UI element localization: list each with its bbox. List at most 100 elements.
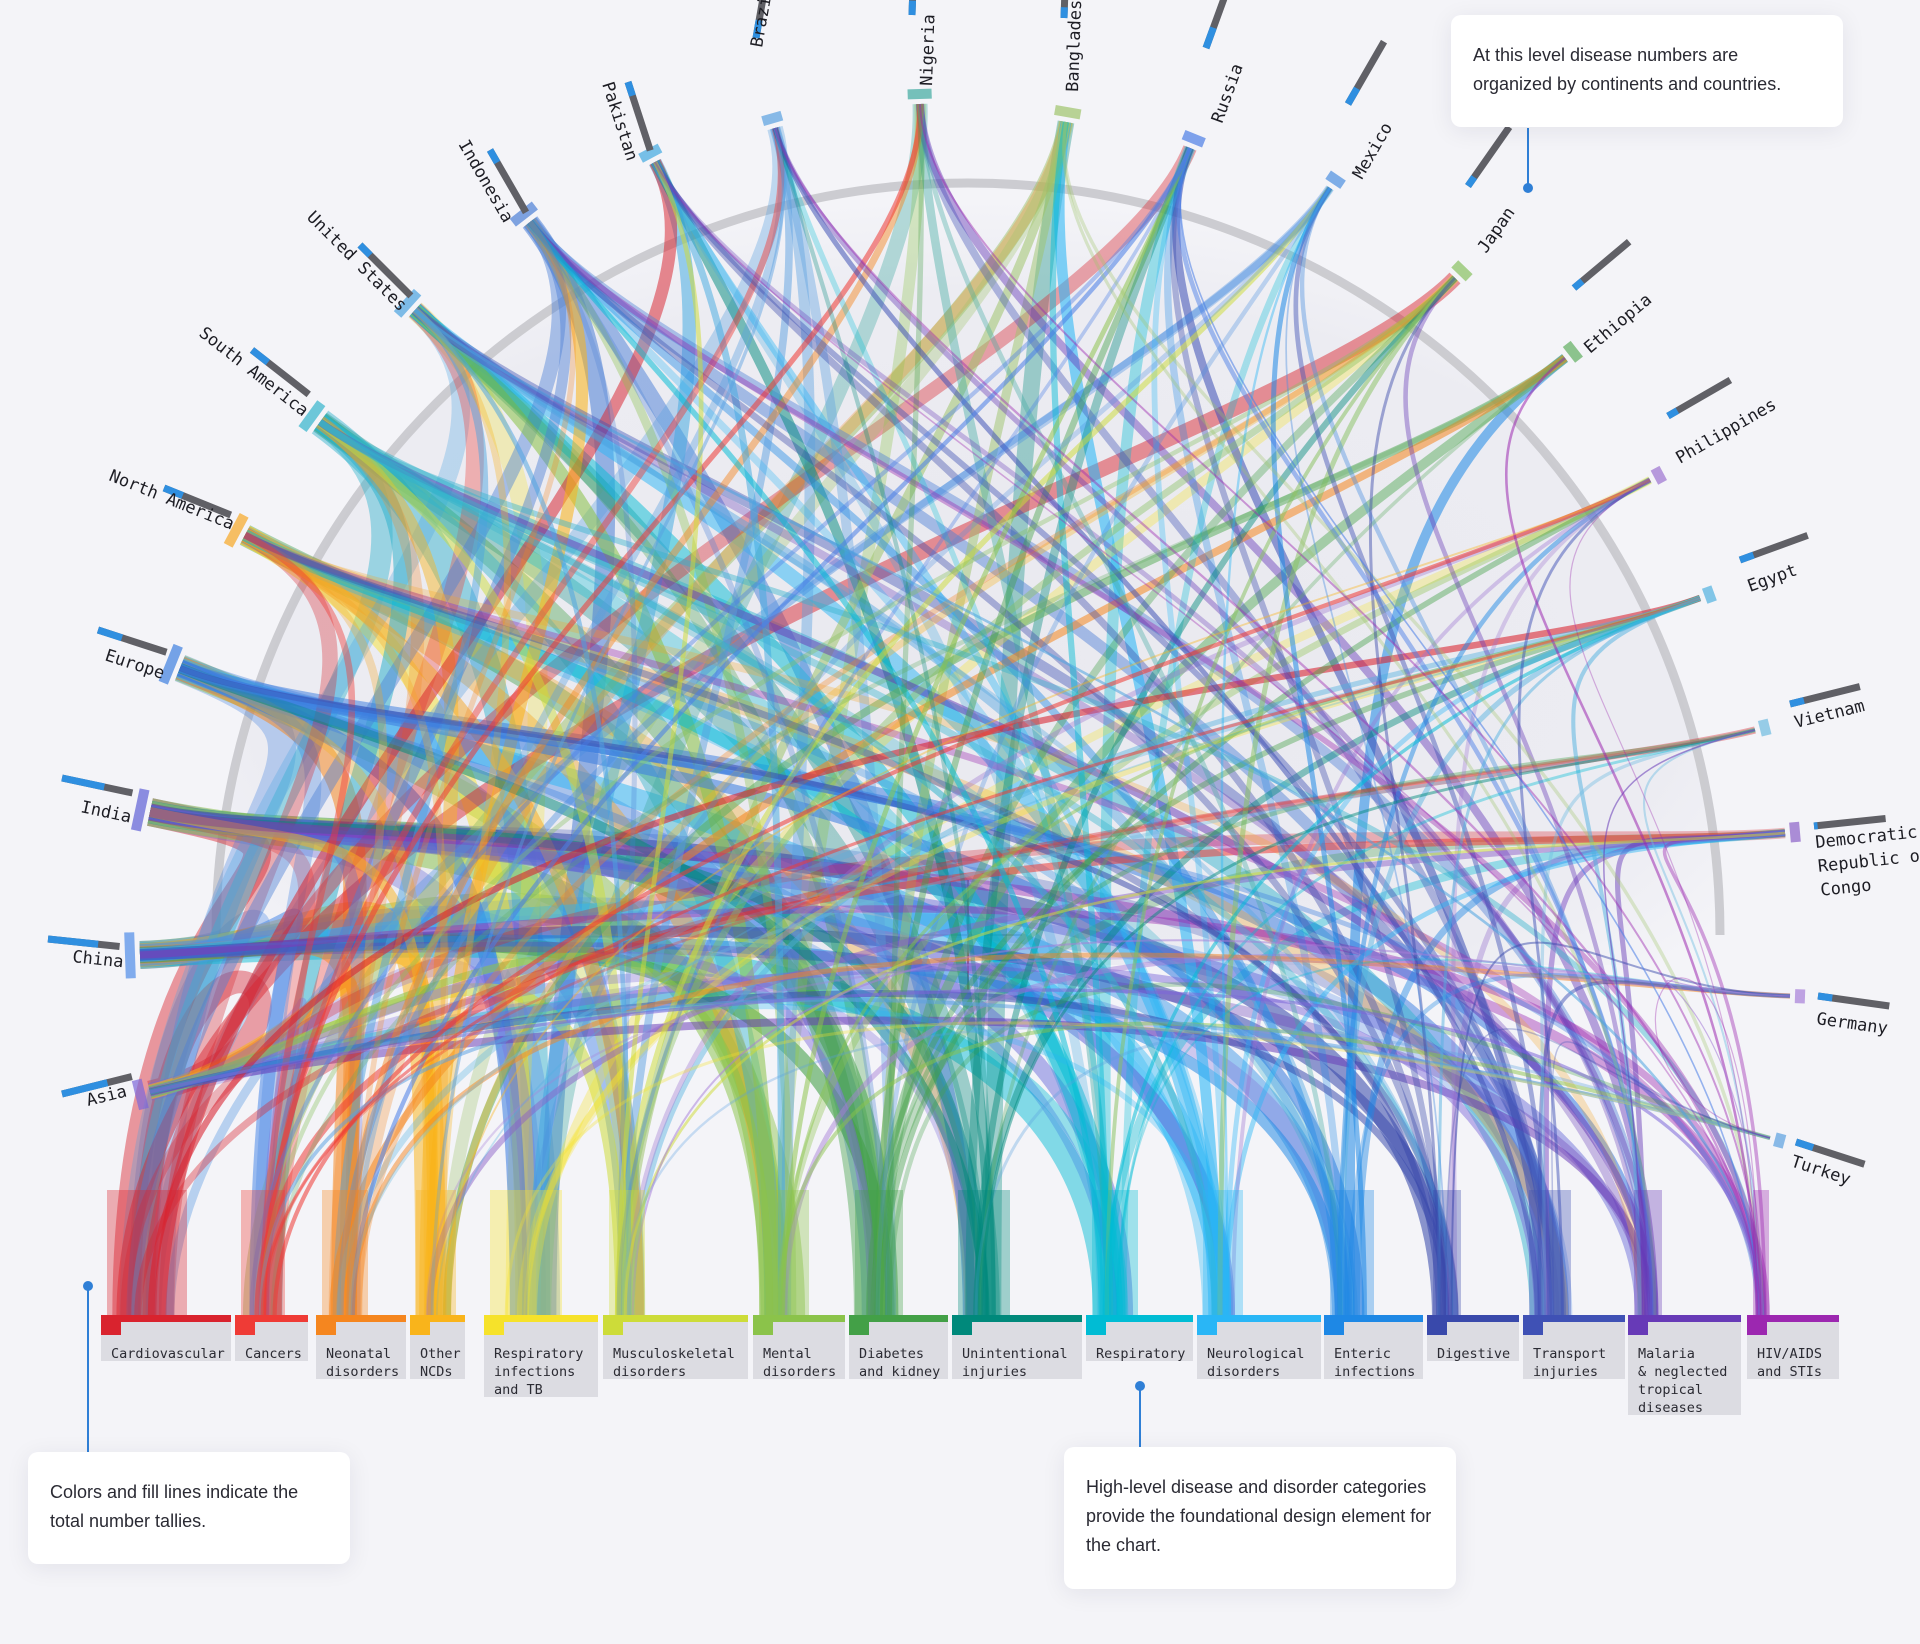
flow-ribbon xyxy=(263,728,1756,1319)
region-south-america: South America xyxy=(195,323,326,433)
category-neurological-disorders: Neurological disorders xyxy=(1197,1315,1321,1380)
category-unintentional-injuries: Unintentional injuries xyxy=(952,1315,1082,1380)
region-node-cap xyxy=(223,512,249,548)
flow-ribbon xyxy=(1654,977,1771,1319)
flow-ribbon xyxy=(243,531,1459,1319)
region-label: Brazil xyxy=(747,0,777,49)
category-hivaids-andstis: HIV/AIDS and STIs xyxy=(1747,1315,1839,1380)
flow-ribbon xyxy=(260,103,923,1319)
flow-ribbon xyxy=(1120,186,1333,1319)
flow-ribbon xyxy=(154,159,677,1319)
flow-ribbon xyxy=(315,416,459,1319)
category-stem xyxy=(1634,1190,1662,1318)
flow-ribbon xyxy=(974,1029,1771,1319)
flow-ribbon xyxy=(412,307,1647,1319)
flow-ribbon xyxy=(527,219,1232,1319)
region-tally-fill xyxy=(1794,1138,1815,1151)
region-tally-fill xyxy=(1344,86,1361,106)
flow-ribbon xyxy=(631,939,1791,1319)
flow-ribbon xyxy=(965,146,1194,1319)
category-box xyxy=(101,1315,231,1361)
flow-ribbon xyxy=(919,103,1763,1319)
region-label: DemocraticRepublic ofCongo xyxy=(1814,821,1920,900)
region-asia: Asia xyxy=(61,1073,149,1111)
flow-ribbon xyxy=(243,531,449,1319)
flow-ribbon xyxy=(504,1021,1771,1319)
category-stem xyxy=(107,1190,187,1318)
category-stem xyxy=(1433,1190,1461,1318)
flow-ribbon xyxy=(915,103,1114,1319)
region-tally-fill xyxy=(61,774,105,791)
flow-ribbon xyxy=(249,147,1192,1319)
flow-ribbon xyxy=(1285,187,1448,1319)
flow-ribbon xyxy=(424,218,589,1319)
category-color-chip xyxy=(849,1315,869,1335)
region-china: China xyxy=(47,932,136,979)
flow-ribbon xyxy=(147,594,1702,1319)
region-europe: Europe xyxy=(96,626,183,685)
region-nigeria: Nigeria xyxy=(907,0,939,100)
category-respiratory: Respiratory xyxy=(1086,1315,1193,1362)
region-label: Ethiopia xyxy=(1580,290,1656,358)
flow-ribbon xyxy=(875,186,1332,1319)
region-tally-fill xyxy=(752,19,763,39)
flow-ribbon xyxy=(654,161,1762,1319)
category-color-bar xyxy=(1628,1315,1741,1322)
category-color-chip xyxy=(1324,1315,1344,1335)
flow-ribbon xyxy=(980,728,1756,1319)
flow-ribbon xyxy=(1643,728,1761,1319)
flow-ribbon xyxy=(1550,1041,1771,1319)
flow-ribbon xyxy=(1104,276,1457,1319)
flow-ribbon xyxy=(413,308,1457,1319)
category-color-bar xyxy=(952,1315,1082,1322)
category-label: Diabetes and kidney xyxy=(859,1346,940,1380)
flow-ribbon xyxy=(430,127,785,1319)
category-color-bar xyxy=(1086,1315,1193,1322)
region-tally-fill xyxy=(1666,407,1680,420)
region-node-cap xyxy=(1054,104,1082,120)
region-tally-fill xyxy=(47,935,99,948)
region-tally-fill xyxy=(249,347,271,366)
region-ethiopia: Ethiopia xyxy=(1562,239,1656,363)
region-egypt: Egypt xyxy=(1701,532,1809,604)
flow-ribbon xyxy=(887,982,1771,1319)
flow-ribbon xyxy=(1223,595,1701,1319)
flow-ribbon xyxy=(865,595,1701,1319)
region-brazil: Brazil xyxy=(747,0,784,126)
flow-ribbon xyxy=(1217,276,1457,1319)
flow-ribbon xyxy=(258,997,1771,1319)
flow-ribbon xyxy=(317,418,635,1319)
flow-ribbon xyxy=(1517,478,1651,1319)
category-box xyxy=(603,1315,748,1379)
flow-ribbon xyxy=(1062,121,1657,1319)
flow-ribbon xyxy=(1451,478,1651,1319)
flow-ribbon xyxy=(527,220,1767,1319)
region-label: Mexico xyxy=(1349,119,1397,182)
category-color-bar xyxy=(101,1315,231,1322)
category-diabetes-andkidney: Diabetes and kidney xyxy=(849,1315,948,1380)
category-label: Enteric infections xyxy=(1334,1346,1415,1380)
flow-ribbon xyxy=(769,126,816,1319)
flow-ribbon xyxy=(973,275,1458,1319)
region-tally-bar xyxy=(1060,0,1069,19)
flow-ribbon xyxy=(651,160,1226,1319)
flow-ribbon xyxy=(411,306,1350,1319)
flow-ribbon xyxy=(126,217,567,1319)
category-stem xyxy=(490,1190,562,1318)
category-color-chip xyxy=(1427,1315,1447,1335)
flow-ribbon xyxy=(1164,146,1349,1319)
region-node-cap xyxy=(1773,1132,1787,1149)
flow-ribbon xyxy=(442,479,1651,1319)
flow-ribbon xyxy=(772,127,1540,1319)
region-tally-fill xyxy=(1465,175,1478,189)
flow-ribbon xyxy=(1099,145,1196,1319)
flow-ribbon xyxy=(243,532,356,1319)
flow-ribbon xyxy=(1231,478,1651,1319)
flow-ribbon xyxy=(623,831,1786,1319)
flow-ribbon xyxy=(1571,596,1701,1319)
flow-ribbon xyxy=(526,219,1343,1319)
region-turkey: Turkey xyxy=(1773,1132,1866,1190)
category-stem xyxy=(759,1190,809,1318)
flow-ribbon xyxy=(1151,146,1229,1319)
